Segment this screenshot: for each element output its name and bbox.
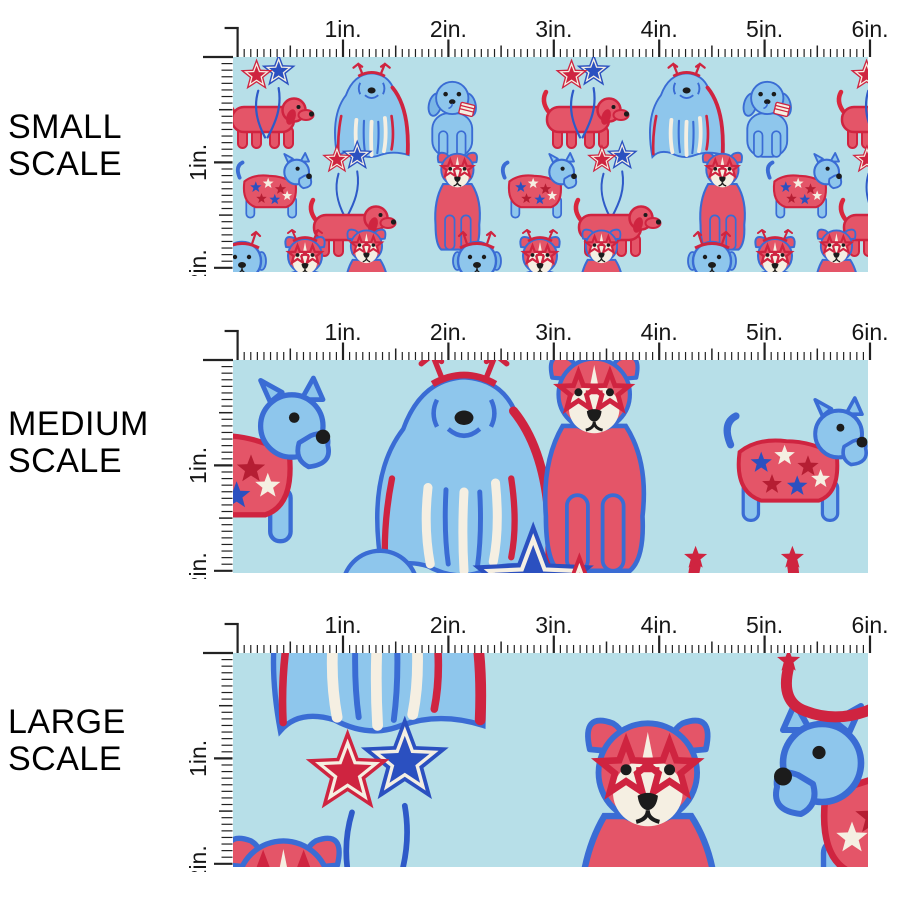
h-ruler-inch-label: 2in. bbox=[430, 612, 467, 638]
v-ruler-inch-label: 1in. bbox=[185, 144, 211, 181]
h-ruler-inch-label: 5in. bbox=[746, 612, 783, 638]
h-ruler-inch-label: 4in. bbox=[641, 319, 678, 345]
scale-label-line: MEDIUM bbox=[8, 405, 149, 443]
scale-label-line: SCALE bbox=[8, 740, 122, 778]
medium-scale-swatch-panel: 1in. 2in. 3in. 4in. 5in. 6in. 1in. 2in. bbox=[185, 319, 889, 579]
h-ruler-inch-label: 5in. bbox=[746, 16, 783, 42]
h-ruler-inch-label: 1in. bbox=[324, 319, 361, 345]
h-ruler-inch-label: 2in. bbox=[430, 319, 467, 345]
horizontal-ruler bbox=[224, 622, 872, 653]
scale-label-line: SCALE bbox=[8, 145, 122, 183]
sitreddog-motif bbox=[545, 357, 644, 571]
vertical-ruler bbox=[203, 651, 233, 865]
h-ruler-inch-label: 5in. bbox=[746, 319, 783, 345]
v-ruler-inch-label: 2in. bbox=[185, 249, 211, 276]
small-scale-label: SMALL SCALE bbox=[8, 109, 122, 183]
h-ruler-inch-label: 1in. bbox=[324, 612, 361, 638]
horizontal-ruler bbox=[224, 26, 872, 57]
vertical-ruler bbox=[203, 358, 233, 572]
vertical-ruler bbox=[203, 55, 233, 269]
scale-label-line: SMALL bbox=[8, 108, 122, 146]
h-ruler-inch-label: 6in. bbox=[851, 319, 888, 345]
v-ruler-inch-label: 2in. bbox=[185, 552, 211, 579]
sitreddog-motif bbox=[435, 153, 480, 250]
h-ruler-inch-label: 4in. bbox=[641, 16, 678, 42]
h-ruler-inch-label: 3in. bbox=[535, 16, 572, 42]
h-ruler-inch-label: 4in. bbox=[641, 612, 678, 638]
medium-scale-label: MEDIUM SCALE bbox=[8, 406, 149, 480]
h-ruler-inch-label: 2in. bbox=[430, 16, 467, 42]
small-scale-fabric-swatch bbox=[233, 57, 868, 272]
h-ruler-inch-label: 3in. bbox=[535, 612, 572, 638]
scale-label-line: LARGE bbox=[8, 703, 126, 741]
v-ruler-inch-label: 1in. bbox=[185, 740, 211, 777]
sitreddog-motif bbox=[220, 838, 347, 872]
h-ruler-inch-label: 6in. bbox=[851, 612, 888, 638]
large-scale-fabric-swatch bbox=[220, 653, 868, 872]
v-ruler-inch-label: 2in. bbox=[185, 845, 211, 872]
large-scale-swatch-panel: 1in. 2in. 3in. 4in. 5in. 6in. 1in. 2in. bbox=[185, 612, 889, 872]
small-scale-swatch-panel: 1in. 2in. 3in. 4in. 5in. 6in. 1in. 2in. bbox=[185, 16, 889, 276]
medium-scale-fabric-swatch bbox=[233, 357, 868, 573]
large-scale-label: LARGE SCALE bbox=[8, 704, 126, 778]
v-ruler-inch-label: 1in. bbox=[185, 447, 211, 484]
horizontal-ruler bbox=[224, 329, 872, 360]
h-ruler-inch-label: 3in. bbox=[535, 319, 572, 345]
scale-label-line: SCALE bbox=[8, 442, 122, 480]
h-ruler-inch-label: 6in. bbox=[851, 16, 888, 42]
h-ruler-inch-label: 1in. bbox=[324, 16, 361, 42]
